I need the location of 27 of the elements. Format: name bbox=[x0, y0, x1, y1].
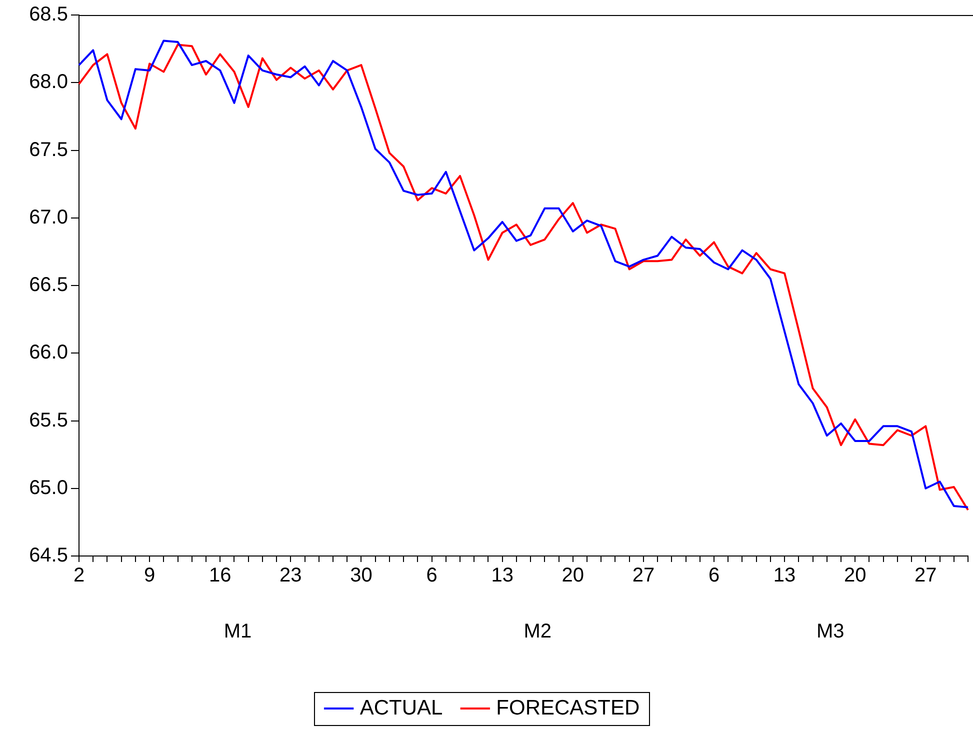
x-tick-label: 27 bbox=[632, 564, 655, 587]
y-tick-label: 64.5 bbox=[29, 544, 68, 567]
x-tick-label: 2 bbox=[73, 564, 85, 587]
x-tick-label: 13 bbox=[491, 564, 514, 587]
text: M1 bbox=[224, 620, 252, 643]
x-tick-label: 27 bbox=[914, 564, 937, 587]
x-tick-label: 30 bbox=[350, 564, 372, 587]
y-tick-label: 65.5 bbox=[29, 409, 68, 432]
y-tick-label: 66.0 bbox=[29, 342, 68, 364]
x-tick-label: 6 bbox=[426, 564, 438, 587]
y-tick-label: 67.5 bbox=[29, 138, 68, 161]
x-tick-label: 16 bbox=[208, 564, 232, 587]
legend-label: ACTUAL bbox=[360, 696, 443, 720]
y-tick-label: 65.0 bbox=[29, 476, 68, 499]
x-tick-label: 9 bbox=[144, 564, 156, 587]
y-tick-label: 68.5 bbox=[29, 4, 68, 26]
text: M2 bbox=[524, 620, 552, 643]
y-tick-label: 68.0 bbox=[29, 71, 68, 94]
x-tick-label: 20 bbox=[562, 564, 584, 587]
x-tick-label: 13 bbox=[773, 564, 796, 587]
y-tick-label: 66.5 bbox=[29, 274, 68, 296]
y-tick-label: 67.0 bbox=[29, 206, 68, 228]
legend-label: FORECASTED bbox=[496, 696, 640, 720]
x-tick-label: 23 bbox=[280, 564, 302, 587]
text: M3 bbox=[816, 620, 844, 643]
x-tick-label: 20 bbox=[844, 564, 866, 587]
x-tick-label: 6 bbox=[708, 564, 720, 587]
